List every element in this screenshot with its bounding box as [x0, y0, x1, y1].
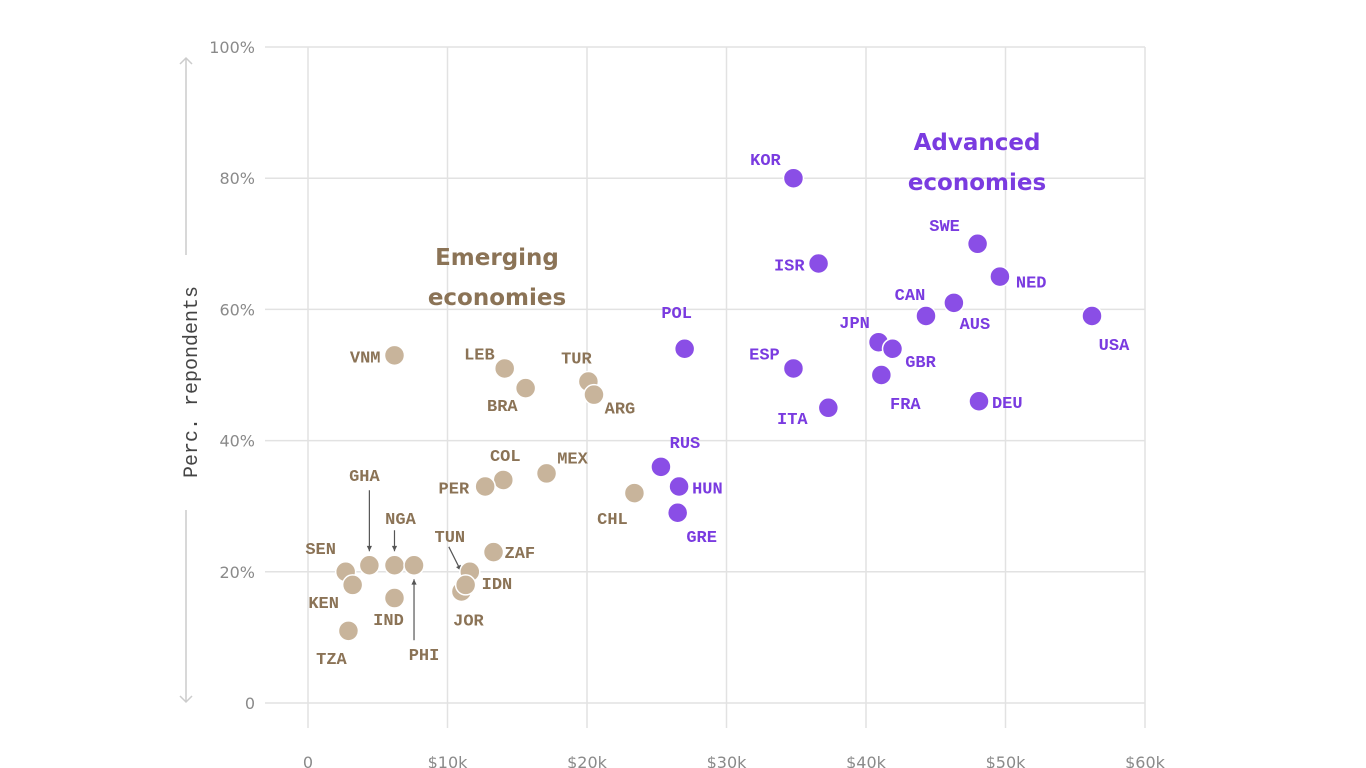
point-nga: [383, 554, 406, 576]
point-label-gbr: GBR: [905, 354, 936, 373]
point-label-deu: DEU: [992, 395, 1023, 414]
point-fra: [870, 364, 893, 386]
y-tick-label: 100%: [209, 38, 255, 57]
point-label-gha: GHA: [349, 468, 380, 487]
point-label-hun: HUN: [692, 481, 723, 500]
point-aus: [943, 292, 965, 314]
y-tick-label: 40%: [219, 432, 255, 451]
point-label-tza: TZA: [316, 651, 347, 670]
point-label-jpn: JPN: [839, 315, 870, 334]
point-label-ita: ITA: [777, 411, 808, 430]
point-ita: [817, 397, 840, 419]
annotations: Emerging economies Advanced economies: [428, 130, 1046, 311]
point-esp: [782, 357, 805, 380]
point-label-chl: CHL: [597, 511, 628, 530]
point-label-tur: TUR: [561, 351, 592, 370]
point-label-pol: POL: [661, 305, 692, 324]
point-leb: [493, 357, 516, 380]
y-axis: Perc. repondents: [179, 56, 204, 704]
point-label-gre: GRE: [686, 529, 717, 548]
point-label-per: PER: [439, 481, 470, 500]
y-tick-label: 80%: [219, 169, 255, 188]
point-label-ned: NED: [1016, 275, 1047, 294]
point-per: [474, 475, 496, 498]
point-label-bra: BRA: [487, 398, 518, 417]
point-label-isr: ISR: [774, 257, 805, 276]
point-label-leb: LEB: [464, 346, 495, 365]
x-tick-label: 0: [303, 753, 313, 768]
point-label-can: CAN: [895, 287, 926, 306]
point-label-mex: MEX: [557, 450, 588, 469]
point-col: [492, 469, 515, 491]
y-axis-label: Perc. repondents: [181, 286, 204, 478]
point-hun: [668, 475, 690, 498]
arrowhead-icon: [391, 545, 398, 552]
y-tick-label: 0: [245, 694, 255, 713]
point-tza: [337, 620, 360, 642]
point-label-ind: IND: [373, 612, 404, 631]
point-swe: [966, 233, 989, 255]
x-tick-label: $50k: [986, 753, 1027, 768]
point-gbr: [881, 338, 904, 360]
point-vnm: [383, 344, 406, 367]
point-can: [915, 305, 937, 327]
point-label-zaf: ZAF: [505, 545, 536, 564]
point-kor: [782, 167, 805, 189]
point-label-vnm: VNM: [350, 349, 381, 368]
point-label-esp: ESP: [749, 346, 780, 365]
point-zaf: [482, 541, 505, 563]
label-arrows: [366, 490, 462, 641]
point-label-nga: NGA: [385, 511, 416, 530]
point-label-rus: RUS: [670, 435, 701, 454]
x-tick-label: $40k: [846, 753, 887, 768]
points: [334, 167, 1103, 642]
point-arg: [583, 383, 605, 406]
point-ken: [341, 574, 364, 596]
point-phi: [403, 554, 425, 576]
arrowhead-icon: [411, 579, 417, 585]
annotation-advanced: economies: [908, 170, 1046, 196]
point-bra: [514, 377, 537, 399]
point-ned: [989, 265, 1011, 288]
point-labels: VNM LEB BRA TUR ARG COL PER MEX CHL GHA NGA PHI SEN K…: [305, 152, 1130, 670]
annotation-emerging: Emerging: [435, 245, 559, 271]
point-label-tun: TUN: [435, 529, 466, 548]
point-label-sen: SEN: [305, 541, 336, 560]
point-label-idn: IDN: [482, 576, 513, 595]
point-mex: [535, 462, 558, 485]
point-label-swe: SWE: [929, 218, 960, 237]
point-chl: [623, 482, 646, 504]
annotation-advanced: Advanced: [914, 130, 1041, 156]
x-tick-label: $20k: [567, 753, 608, 768]
point-gre: [666, 502, 689, 524]
point-isr: [807, 252, 830, 275]
point-idn: [454, 574, 477, 596]
arrow-up-icon: [179, 56, 193, 65]
grid: 0 $10k $20k $30k $40k $50k $60k 0 20% 40% 60% 80% 10…: [209, 38, 1165, 768]
x-tick-label: $10k: [428, 753, 469, 768]
point-deu: [968, 390, 990, 412]
y-tick-label: 60%: [219, 300, 255, 319]
point-usa: [1081, 305, 1103, 327]
point-label-kor: KOR: [750, 152, 781, 171]
x-tick-label: $30k: [707, 753, 748, 768]
point-label-usa: USA: [1099, 337, 1130, 356]
point-label-arg: ARG: [605, 401, 636, 420]
point-label-ken: KEN: [308, 595, 339, 614]
point-pol: [673, 338, 696, 360]
annotation-emerging: economies: [428, 285, 566, 311]
point-label-aus: AUS: [960, 316, 991, 335]
point-label-col: COL: [490, 448, 521, 467]
x-tick-label: $60k: [1125, 753, 1166, 768]
y-tick-label: 20%: [219, 563, 255, 582]
point-rus: [650, 456, 672, 478]
arrow-down-icon: [179, 695, 193, 704]
arrowhead-icon: [366, 545, 372, 552]
point-label-phi: PHI: [409, 647, 440, 666]
point-label-jor: JOR: [453, 612, 484, 631]
point-ind: [383, 587, 406, 609]
point-label-fra: FRA: [890, 396, 921, 415]
point-gha: [358, 554, 381, 576]
